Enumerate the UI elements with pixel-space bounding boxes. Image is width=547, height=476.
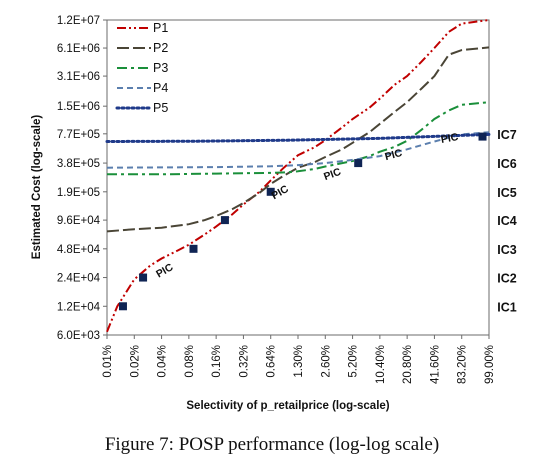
- legend-label-p2: P2: [153, 41, 168, 55]
- x-tick-label: 0.16%: [211, 345, 223, 378]
- x-tick-label: 0.01%: [102, 345, 114, 378]
- pic-marker: [266, 187, 275, 196]
- legend: P1 P2 P3 P4 P5: [115, 21, 168, 115]
- ic-label: IC7: [497, 128, 517, 142]
- y-tick-label: 4.8E+04: [57, 244, 101, 256]
- y-tick-label: 1.5E+06: [57, 101, 100, 113]
- x-tick-label: 0.32%: [238, 345, 250, 378]
- figure-caption: Figure 7: POSP performance (log-log scal…: [105, 434, 439, 455]
- pic-marker: [139, 273, 148, 282]
- legend-label-p3: P3: [153, 61, 168, 75]
- y-tick-label: 1.9E+05: [57, 187, 100, 199]
- x-tick-label: 99.00%: [484, 345, 496, 384]
- x-tick-label: 1.30%: [293, 345, 305, 378]
- y-tick-label: 1.2E+04: [57, 301, 101, 313]
- pic-markers: [118, 132, 487, 311]
- ic-labels: IC1 IC2 IC3 IC4 IC5 IC6 IC7: [497, 128, 517, 314]
- y-tick-label: 9.6E+04: [57, 215, 101, 227]
- x-tick-label: 20.80%: [402, 345, 414, 384]
- y-tick-label: 2.4E+04: [57, 273, 101, 285]
- y-tick-label: 3.8E+05: [57, 158, 100, 170]
- legend-label-p4: P4: [153, 81, 168, 95]
- pic-marker: [118, 302, 127, 311]
- ic-label: IC2: [497, 272, 517, 286]
- ic-label: IC1: [497, 300, 517, 314]
- y-tick-label: 3.1E+06: [57, 71, 100, 83]
- x-tick-label: 41.60%: [429, 345, 441, 384]
- x-tick-label: 83.20%: [457, 345, 469, 384]
- series-line-p2: [106, 46, 490, 233]
- pic-label: PIC: [322, 166, 343, 183]
- x-tick-label: 10.40%: [375, 345, 387, 384]
- x-tick-label: 5.20%: [348, 345, 360, 378]
- x-tick-label: 0.08%: [184, 345, 196, 378]
- y-tick-label: 6.0E+03: [57, 330, 100, 342]
- pic-label: PIC: [270, 183, 292, 202]
- series-line-p3: [107, 101, 490, 176]
- pic-marker: [478, 132, 487, 141]
- series-layer: [105, 19, 491, 333]
- pic-label: PIC: [440, 131, 460, 146]
- ic-label: IC4: [497, 214, 517, 228]
- x-tick-label: 0.64%: [266, 345, 278, 378]
- x-tick-label: 0.04%: [157, 345, 169, 378]
- x-tick-label: 0.02%: [129, 345, 141, 378]
- pic-marker: [220, 216, 229, 225]
- ic-label: IC3: [497, 243, 517, 257]
- x-tick-label: 2.60%: [320, 345, 332, 378]
- pic-marker: [354, 159, 363, 168]
- series-line-p5: [105, 132, 491, 143]
- y-tick-label: 7.7E+05: [57, 129, 100, 141]
- y-tick-label: 6.1E+06: [57, 43, 100, 55]
- ic-label: IC5: [497, 186, 517, 200]
- ic-label: IC6: [497, 157, 517, 171]
- pic-labels: PIC PIC PIC PIC PIC: [154, 131, 460, 280]
- pic-label: PIC: [383, 147, 403, 163]
- legend-label-p1: P1: [153, 21, 168, 35]
- legend-label-p5: P5: [153, 101, 168, 115]
- x-axis-ticks: 0.01% 0.02% 0.04% 0.08% 0.16% 0.32% 0.64% 1.30%…: [102, 335, 496, 384]
- y-axis-ticks: 6.0E+03 1.2E+04 2.4E+04 4.8E+04 9.6E+04 1.9E+…: [57, 15, 107, 342]
- pic-marker: [189, 244, 198, 253]
- x-axis-title: Selectivity of p_retailprice (log-scale): [186, 400, 389, 412]
- pic-label: PIC: [154, 261, 176, 280]
- y-tick-label: 1.2E+07: [57, 15, 100, 27]
- y-axis-title: Estimated Cost (log-scale): [31, 115, 43, 260]
